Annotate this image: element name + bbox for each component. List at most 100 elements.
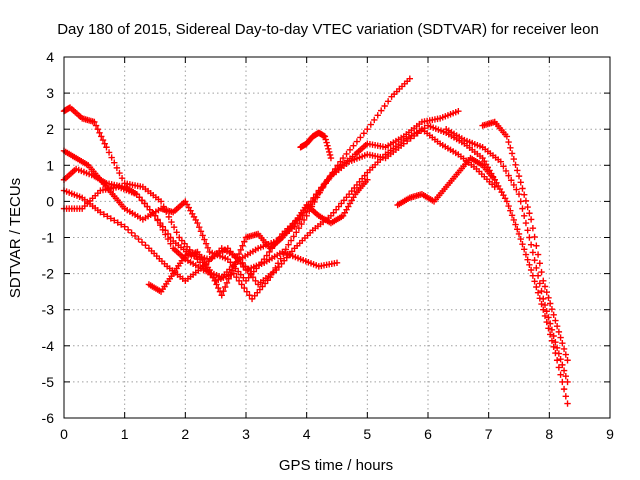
data-point [325,176,332,183]
series-track-8 [394,154,571,407]
data-point [541,283,549,290]
data-point [538,287,545,295]
data-point [343,150,350,158]
data-point [553,323,561,330]
data-point [323,139,330,146]
data-point [98,133,105,140]
data-point [91,118,98,126]
data-point [505,202,512,210]
data-point [204,244,212,252]
data-point [559,340,566,347]
data-point [503,133,511,140]
data-point [230,263,238,270]
data-point [206,266,213,274]
data-point [220,287,227,295]
y-tick-label: -1 [42,230,55,246]
data-point [374,112,381,119]
data-point [524,256,531,263]
data-point [553,357,561,364]
data-point [406,75,413,82]
data-point [367,121,374,128]
data-point [111,217,118,224]
data-point [228,267,236,274]
data-point [322,136,329,143]
data-point [503,198,511,205]
data-point [508,150,516,157]
data-point [159,223,166,230]
data-point [547,331,554,338]
data-point [107,215,114,222]
data-point [522,219,530,227]
y-tick-label: 1 [46,157,54,173]
data-point [324,142,331,149]
data-point [197,228,205,235]
data-point [552,317,559,324]
data-point [555,328,563,336]
data-point [515,172,523,180]
data-point [515,190,523,198]
data-point [507,144,514,151]
data-point [194,219,201,227]
data-point [131,232,139,240]
y-tick-label: 3 [46,85,54,101]
data-point [562,393,569,400]
data-point [513,186,520,193]
data-point [209,274,217,281]
data-point [353,138,361,145]
data-point [237,246,244,254]
series-track-6 [145,176,371,299]
data-point [381,102,388,110]
data-point [357,134,364,141]
data-point [170,223,178,231]
data-point [557,371,564,378]
data-point [564,400,571,407]
data-point [249,274,257,281]
data-point [517,179,524,186]
data-point [507,207,514,214]
data-point [517,235,524,243]
data-point [533,264,540,272]
data-point [548,337,556,344]
data-point [157,198,165,205]
data-point [350,142,357,149]
data-point [213,281,220,288]
data-point [263,252,270,259]
data-point [157,219,164,227]
data-point [564,378,571,386]
data-point [526,234,533,241]
data-point [560,345,568,353]
data-point [538,268,545,276]
data-point [196,223,203,231]
data-point [364,126,371,133]
data-point [99,136,107,144]
data-point [378,107,385,114]
data-point [241,238,248,245]
data-point [103,144,110,151]
data-point [515,230,523,238]
series-track-2 [60,107,462,285]
data-point [555,350,563,357]
data-point [282,246,290,253]
data-point [290,233,297,240]
data-point [317,187,324,194]
data-point [514,226,521,233]
data-point [557,334,564,341]
x-tick-label: 7 [485,426,493,442]
data-point [510,181,517,189]
plot-data [60,75,571,407]
x-tick-label: 9 [606,426,614,442]
x-tick-label: 4 [303,426,311,442]
data-point [247,270,254,277]
data-point [104,213,111,220]
data-point [543,308,550,315]
y-tick-label: 0 [46,193,54,209]
data-point [541,301,549,309]
data-point [314,190,322,198]
data-point [552,338,559,346]
data-point [564,357,571,364]
x-tick-label: 5 [363,426,371,442]
data-point [529,225,537,232]
data-point [545,325,552,332]
series-track-4 [60,126,498,288]
data-point [557,356,564,363]
